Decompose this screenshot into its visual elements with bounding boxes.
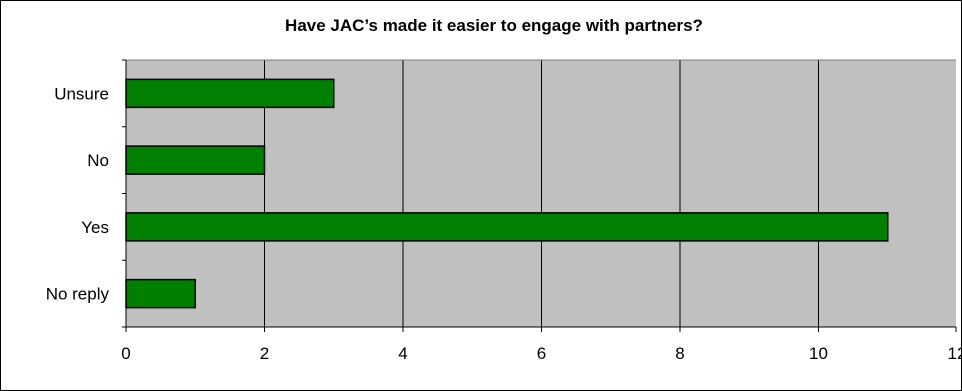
x-tick-label: 6 (537, 344, 546, 363)
plot-area: Unsure No Yes No reply 0 2 4 6 8 10 12 (46, 59, 961, 363)
category-label: No (87, 151, 109, 170)
x-tick-label: 4 (398, 344, 407, 363)
bar-no-reply (125, 278, 196, 309)
bar-no (125, 145, 266, 175)
x-tick-label: 2 (260, 344, 269, 363)
x-tick-label: 8 (675, 344, 684, 363)
x-tick-label: 12 (948, 344, 961, 363)
category-label: No reply (46, 285, 110, 304)
bar-unsure (125, 78, 335, 109)
chart-title: Have JAC’s made it easier to engage with… (285, 16, 703, 35)
x-tick-label: 10 (809, 344, 828, 363)
x-tick-label: 0 (121, 344, 130, 363)
bar-yes (125, 212, 889, 242)
category-label: Unsure (54, 84, 109, 103)
category-label: Yes (81, 218, 109, 237)
